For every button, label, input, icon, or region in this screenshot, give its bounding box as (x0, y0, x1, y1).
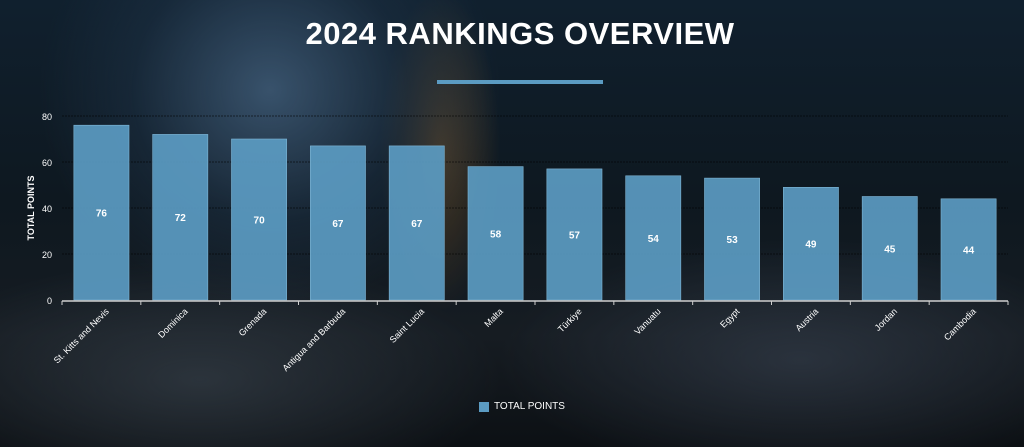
x-tick-label: St. Kitts and Nevis (52, 306, 111, 365)
y-tick-label: 80 (42, 112, 52, 122)
x-tick-label: Grenada (237, 306, 269, 338)
data-label: 57 (569, 230, 581, 241)
x-tick-label: Vanuatu (632, 306, 662, 336)
x-tick-label: Egypt (718, 306, 742, 330)
bar (704, 177, 760, 301)
x-tick-label: Cambodia (942, 306, 978, 342)
data-label: 72 (175, 213, 187, 224)
data-label: 45 (884, 244, 896, 255)
bar (783, 187, 839, 301)
bar (152, 134, 209, 301)
x-tick-label: Malta (482, 306, 505, 329)
legend[interactable]: TOTAL POINTS (479, 401, 565, 412)
x-tick-label: Saint Lucia (388, 306, 427, 345)
legend-label: TOTAL POINTS (494, 401, 565, 412)
x-tick-label: Dominica (156, 306, 190, 340)
legend-swatch (479, 401, 489, 412)
y-axis-label: TOTAL POINTS (26, 175, 36, 240)
bar (388, 145, 445, 301)
bar (310, 145, 366, 301)
data-label: 67 (332, 219, 344, 230)
x-tick-label: Antigua and Barbuda (280, 306, 347, 373)
data-label: 67 (411, 219, 423, 230)
bar (467, 166, 524, 301)
y-tick-label: 60 (42, 158, 52, 168)
y-tick-label: 0 (47, 296, 52, 306)
bar (231, 138, 287, 301)
bar (73, 124, 130, 301)
title-underline (437, 80, 603, 84)
bar (625, 175, 682, 301)
data-label: 54 (648, 234, 660, 245)
data-label: 53 (727, 235, 739, 246)
x-tick-label: Austria (793, 306, 820, 333)
bar (940, 198, 997, 301)
data-label: 44 (963, 245, 975, 256)
data-label: 70 (254, 216, 266, 227)
data-label: 49 (805, 240, 817, 251)
y-tick-label: 40 (42, 204, 52, 214)
x-tick-label: Jordan (873, 306, 900, 333)
data-label: 76 (96, 209, 108, 220)
bar (546, 168, 603, 301)
y-tick-label: 20 (42, 250, 52, 260)
page-title: 2024 RANKINGS OVERVIEW (305, 16, 735, 51)
x-tick-label: Türkiye (556, 306, 584, 334)
data-label: 58 (490, 229, 502, 240)
bar (861, 196, 918, 301)
